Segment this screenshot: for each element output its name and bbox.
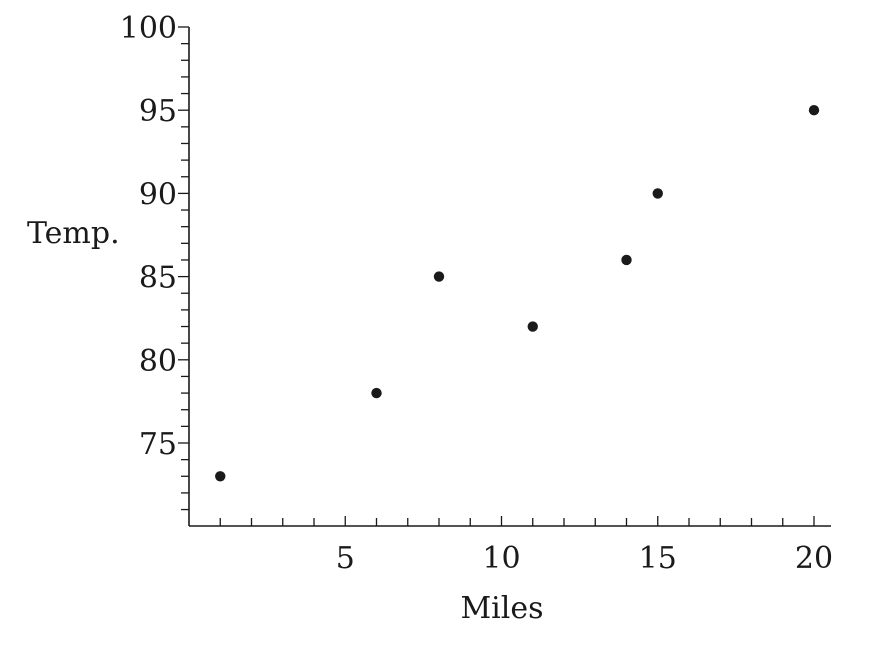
y-tick-label: 95 <box>139 94 177 129</box>
tick-labels-group: 5 10 15 20 75 80 85 90 95 100 <box>120 11 833 576</box>
data-point <box>527 321 538 332</box>
ticks-group <box>178 26 815 526</box>
data-point <box>808 105 820 116</box>
x-tick-label: 10 <box>482 541 520 576</box>
x-axis-title: Miles <box>460 591 543 626</box>
data-point <box>215 471 226 482</box>
y-tick-label: 100 <box>120 11 177 46</box>
y-tick-label: 90 <box>139 177 177 212</box>
y-tick-label: 85 <box>139 261 177 296</box>
data-point <box>621 254 632 266</box>
data-point <box>371 387 382 399</box>
points-group <box>215 105 820 482</box>
data-point <box>433 271 445 282</box>
y-axis-title: Temp. <box>27 216 120 251</box>
x-tick-label: 15 <box>639 541 677 576</box>
data-point <box>652 188 663 199</box>
y-tick-label: 80 <box>139 344 177 379</box>
x-tick-label: 20 <box>795 541 833 576</box>
x-tick-label: 5 <box>336 541 355 576</box>
y-tick-label: 75 <box>139 427 177 462</box>
